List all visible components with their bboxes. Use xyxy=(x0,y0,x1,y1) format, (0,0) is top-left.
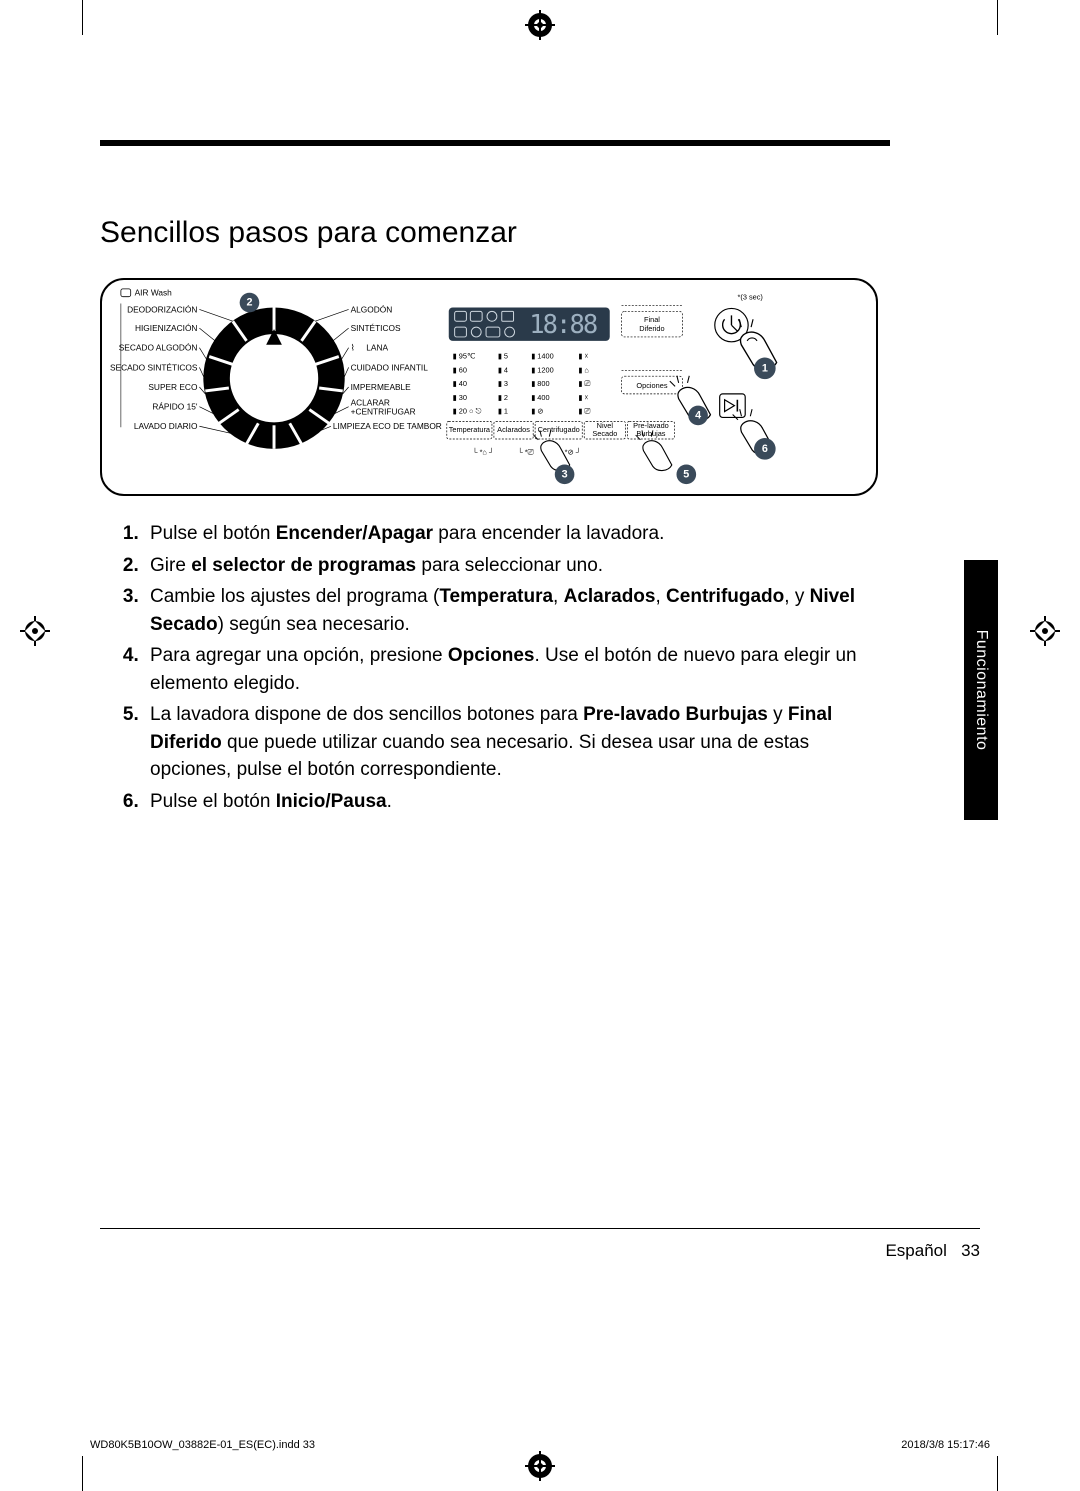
svg-text:IMPERMEABLE: IMPERMEABLE xyxy=(351,382,412,392)
svg-text:3: 3 xyxy=(562,468,568,480)
crop-mark xyxy=(997,0,998,35)
step-3: Cambie los ajustes del programa (Tempera… xyxy=(144,583,890,638)
svg-text:▮ ⎚: ▮ ⎚ xyxy=(578,379,590,388)
side-tab-label: Funcionamiento xyxy=(972,630,990,751)
page-footer: Español 33 xyxy=(100,1228,980,1261)
svg-text:SINTÉTICOS: SINTÉTICOS xyxy=(351,323,401,333)
svg-text:SECADO ALGODÓN: SECADO ALGODÓN xyxy=(119,343,198,353)
step-6: Pulse el botón Inicio/Pausa. xyxy=(144,788,890,816)
svg-text:▮ 800: ▮ 800 xyxy=(531,379,549,388)
svg-text:▮ ⎚: ▮ ⎚ xyxy=(578,407,590,416)
temp-column: ▮ 95℃ ▮ 60 ▮ 40 ▮ 30 ▮ 20 ○ ⎋ xyxy=(453,352,482,416)
callout-6: 6 xyxy=(754,438,776,460)
step-4: Para agregar una opción, presione Opcion… xyxy=(144,642,890,697)
svg-text:Final: Final xyxy=(644,315,660,324)
svg-text:▮ ☓: ▮ ☓ xyxy=(578,393,588,402)
final-diferido-button: Final Diferido xyxy=(622,306,683,337)
svg-text:LAVADO DIARIO: LAVADO DIARIO xyxy=(134,421,198,431)
side-tab: Funcionamiento xyxy=(964,560,998,820)
svg-text:Opciones: Opciones xyxy=(636,381,667,390)
spin-column: ▮ 1400 ▮ 1200 ▮ 800 ▮ 400 ▮ ⊘ xyxy=(531,352,553,416)
registration-mark-icon xyxy=(1030,616,1060,646)
svg-text:Temperatura: Temperatura xyxy=(449,425,491,434)
svg-text:ALGODÓN: ALGODÓN xyxy=(351,304,393,314)
svg-text:▮ 60: ▮ 60 xyxy=(453,365,467,374)
svg-text:2: 2 xyxy=(246,297,252,309)
svg-text:Diferido: Diferido xyxy=(639,324,664,333)
svg-text:1: 1 xyxy=(762,362,768,374)
svg-text:Aclarados: Aclarados xyxy=(497,425,530,434)
svg-text:└ *⎚: └ *⎚ xyxy=(517,448,533,457)
svg-text:*(3 sec): *(3 sec) xyxy=(738,293,763,302)
top-rule xyxy=(100,140,890,146)
svg-text:└ *⌂ ┘: └ *⌂ ┘ xyxy=(472,448,494,457)
svg-text:▮ ☓: ▮ ☓ xyxy=(578,352,588,361)
svg-text:Centrifugado: Centrifugado xyxy=(538,425,580,434)
svg-text:LANA: LANA xyxy=(366,343,388,353)
section-heading: Sencillos pasos para comenzar xyxy=(100,216,890,250)
callout-4: 4 xyxy=(688,406,708,426)
svg-text:▮ 3: ▮ 3 xyxy=(498,379,508,388)
svg-text:SECADO SINTÉTICOS: SECADO SINTÉTICOS xyxy=(110,362,198,372)
dry-column: ▮ ☓ ▮ ⌂ ▮ ⎚ ▮ ☓ ▮ ⎚ xyxy=(578,352,590,416)
callout-2: 2 xyxy=(240,293,260,313)
svg-text:▮ 1400: ▮ 1400 xyxy=(531,352,553,361)
svg-text:▮ 20 ○ ⎋: ▮ 20 ○ ⎋ xyxy=(453,407,482,416)
svg-text:▮ 400: ▮ 400 xyxy=(531,393,549,402)
svg-text:Secado: Secado xyxy=(592,429,617,438)
print-timestamp: 2018/3/8 15:17:46 xyxy=(901,1439,990,1451)
opciones-button: Opciones xyxy=(622,370,683,394)
svg-text:SUPER ECO: SUPER ECO xyxy=(148,382,198,392)
footer-page-number: 33 xyxy=(961,1241,980,1260)
svg-text:Burbujas: Burbujas xyxy=(636,429,665,438)
svg-text:▮ ⊘: ▮ ⊘ xyxy=(531,407,543,416)
svg-text:18:88: 18:88 xyxy=(529,310,597,340)
svg-text:▮ 40: ▮ 40 xyxy=(453,379,467,388)
svg-text:▮ 5: ▮ 5 xyxy=(498,352,508,361)
step-5: La lavadora dispone de dos sencillos bot… xyxy=(144,701,890,784)
print-slug: WD80K5B10OW_03882E-01_ES(EC).indd 33 xyxy=(90,1439,315,1451)
rinse-column: ▮ 5 ▮ 4 ▮ 3 ▮ 2 ▮ 1 xyxy=(498,352,508,416)
svg-text:LIMPIEZA ECO DE TAMBOR: LIMPIEZA ECO DE TAMBOR xyxy=(333,421,442,431)
svg-text:▮ 1200: ▮ 1200 xyxy=(531,365,553,374)
control-panel-diagram: AIR Wash xyxy=(100,278,878,496)
svg-text:HIGIENIZACIÓN: HIGIENIZACIÓN xyxy=(135,323,197,333)
svg-text:▮ ⌂: ▮ ⌂ xyxy=(578,365,589,374)
svg-text:DEODORIZACIÓN: DEODORIZACIÓN xyxy=(127,304,197,314)
crop-mark xyxy=(82,0,83,35)
button-row: Temperatura Aclarados Centrifugado Nivel… xyxy=(447,421,675,439)
svg-text:▮ 30: ▮ 30 xyxy=(453,393,467,402)
steps-list: Pulse el botón Encender/Apagar para ence… xyxy=(100,520,890,815)
svg-text:*⊘ ┘: *⊘ ┘ xyxy=(565,448,581,457)
svg-text:▮ 1: ▮ 1 xyxy=(498,407,508,416)
svg-text:4: 4 xyxy=(695,409,701,421)
registration-mark-icon xyxy=(20,616,50,646)
step-1: Pulse el botón Encender/Apagar para ence… xyxy=(144,520,890,548)
svg-text:RÁPIDO 15': RÁPIDO 15' xyxy=(152,402,198,412)
program-dial: AIR Wash xyxy=(110,288,442,449)
registration-mark-icon xyxy=(525,1451,555,1481)
step-2: Gire el selector de programas para selec… xyxy=(144,552,890,580)
display-panel: *(3 sec) xyxy=(447,293,777,485)
callout-1: 1 xyxy=(754,358,776,380)
svg-text:5: 5 xyxy=(683,468,689,480)
svg-text:⌇: ⌇ xyxy=(351,343,355,353)
registration-mark-icon xyxy=(525,10,555,40)
svg-text:6: 6 xyxy=(762,443,768,455)
footer-language: Español xyxy=(885,1241,946,1260)
svg-text:▮ 4: ▮ 4 xyxy=(498,365,508,374)
crop-mark xyxy=(997,1456,998,1491)
page: Sencillos pasos para comenzar AIR Wash xyxy=(0,0,1080,1491)
callout-3: 3 xyxy=(555,465,575,485)
svg-text:CUIDADO INFANTIL: CUIDADO INFANTIL xyxy=(351,362,429,372)
dial-top-label: AIR Wash xyxy=(135,288,173,298)
callout-5: 5 xyxy=(676,465,696,485)
svg-text:▮ 95℃: ▮ 95℃ xyxy=(453,352,476,361)
svg-text:▮ 2: ▮ 2 xyxy=(498,393,508,402)
svg-text:+CENTRIFUGAR: +CENTRIFUGAR xyxy=(351,406,416,416)
content-area: Sencillos pasos para comenzar AIR Wash xyxy=(100,140,890,819)
crop-mark xyxy=(82,1456,83,1491)
